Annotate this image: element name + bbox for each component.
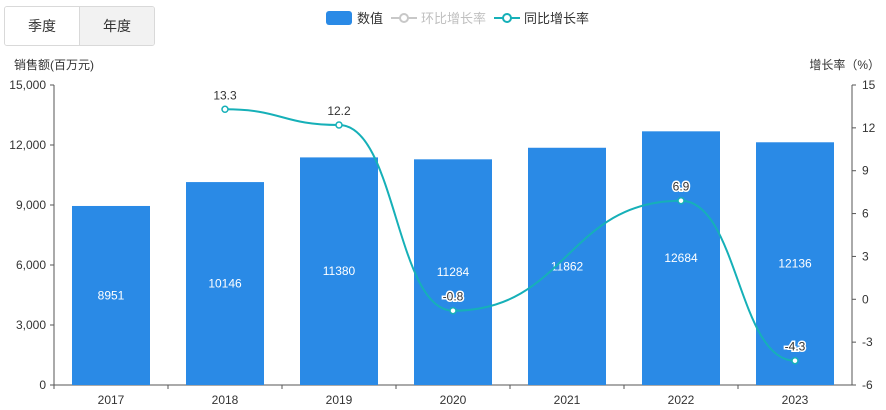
bar-value-label: 10146 — [208, 277, 242, 291]
legend-yoy-line-icon — [494, 12, 521, 23]
left-tick-label: 9,000 — [16, 198, 46, 212]
legend-ring-line-icon — [391, 12, 418, 23]
right-axis-title: 增长率（%） — [809, 58, 880, 72]
x-tick-label: 2019 — [326, 393, 353, 407]
left-tick-label: 15,000 — [9, 78, 46, 92]
right-tick-label: -6 — [862, 378, 873, 392]
right-tick-label: 6 — [862, 207, 869, 221]
right-tick-label: 3 — [862, 249, 869, 263]
x-tick-label: 2022 — [668, 393, 695, 407]
x-tick-label: 2020 — [440, 393, 467, 407]
yoy-point — [221, 105, 229, 114]
yoy-point — [335, 121, 343, 129]
legend-item-ring[interactable]: 环比增长率 — [391, 8, 486, 27]
yoy-point — [791, 356, 799, 365]
legend-label-yoy: 同比增长率 — [524, 11, 590, 26]
x-tick-label: 2018 — [212, 393, 239, 407]
bar-2017 — [72, 205, 150, 385]
bar-value-label: 11380 — [323, 264, 356, 278]
legend-item-yoy[interactable]: 同比增长率 — [494, 8, 589, 27]
bar-2019 — [300, 157, 378, 385]
left-axis-title: 销售额(百万元) — [14, 58, 94, 72]
left-tick-label: 0 — [39, 378, 46, 392]
bar-value-label: 8951 — [98, 288, 125, 302]
legend-bar-swatch — [326, 10, 352, 25]
bar-2020 — [414, 159, 492, 385]
right-tick-label: -3 — [862, 335, 873, 349]
left-tick-label: 6,000 — [16, 258, 46, 272]
left-tick-label: 3,000 — [16, 318, 46, 332]
left-tick-label: 12,000 — [9, 138, 46, 152]
legend-label-ring: 环比增长率 — [421, 11, 487, 26]
x-tick-label: 2021 — [554, 393, 581, 407]
right-tick-label: 9 — [862, 164, 869, 178]
yoy-value-label: -4.3 — [785, 340, 806, 354]
chart-legend: 数值 环比增长率 同比增长率 — [326, 8, 597, 27]
x-tick-label: 2017 — [98, 393, 125, 407]
bar-value-label: 11284 — [437, 265, 470, 279]
legend-label-value: 数值 — [357, 11, 384, 26]
yoy-growth-line — [224, 108, 796, 362]
bar-2018 — [186, 182, 264, 385]
yoy-value-label: 12.2 — [327, 104, 351, 118]
yoy-value-label: 6.9 — [673, 180, 690, 194]
right-tick-label: 15 — [862, 78, 876, 92]
bar-2022 — [642, 131, 720, 385]
right-tick-label: 0 — [862, 292, 869, 306]
tab-year[interactable]: 年度 — [79, 7, 154, 45]
bar-value-label: 12684 — [664, 251, 698, 265]
tab-quarter[interactable]: 季度 — [5, 7, 79, 45]
legend-item-value[interactable]: 数值 — [326, 8, 383, 27]
yoy-value-label: 13.3 — [213, 88, 237, 102]
bar-value-label: 12136 — [778, 257, 812, 271]
right-tick-label: 12 — [862, 121, 876, 135]
yoy-value-label: -0.8 — [443, 290, 464, 304]
bar-2021 — [528, 147, 606, 385]
bar-2023 — [756, 142, 834, 385]
yoy-point — [449, 306, 457, 315]
period-tabs: 季度 年度 — [4, 6, 155, 46]
yoy-point — [677, 196, 685, 205]
x-tick-label: 2023 — [782, 393, 809, 407]
